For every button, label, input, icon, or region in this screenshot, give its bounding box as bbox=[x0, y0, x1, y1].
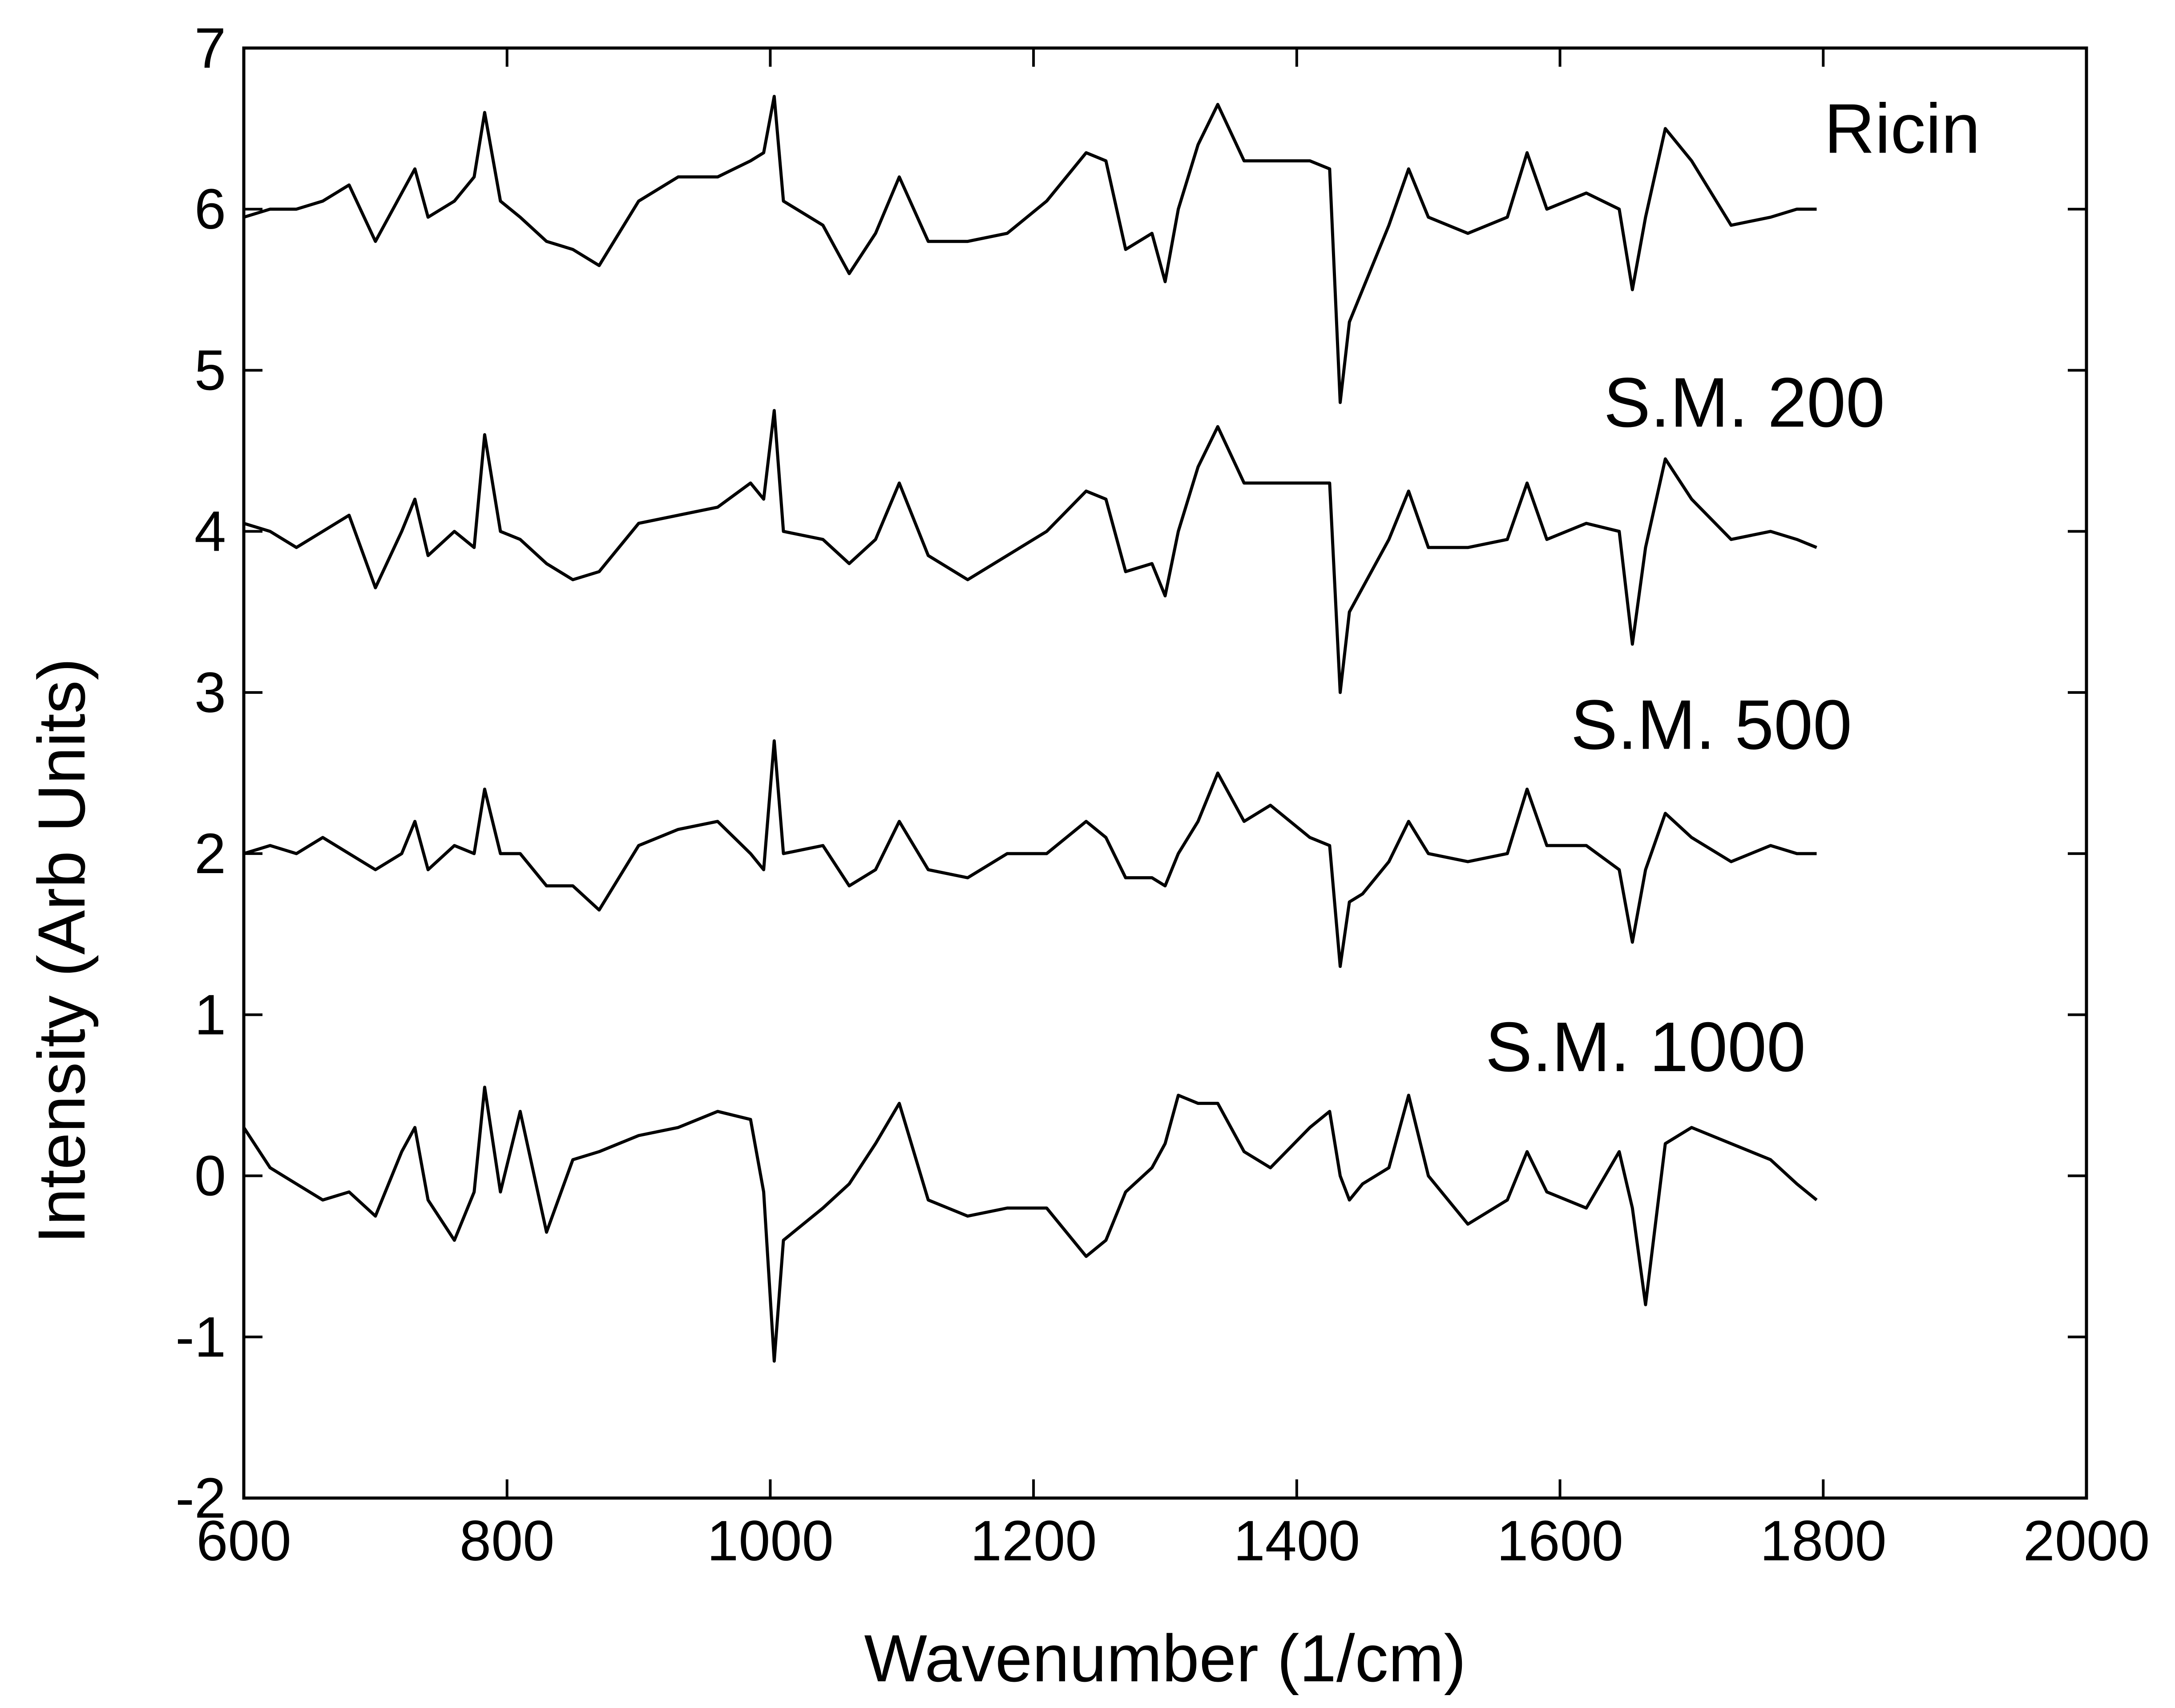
plot-frame bbox=[242, 46, 2088, 1500]
x-tick-label: 800 bbox=[460, 1509, 555, 1573]
series-label: Ricin bbox=[1824, 89, 1980, 168]
y-axis: -2 -1 0 1 2 3 4 5 6 7 bbox=[175, 16, 2086, 1530]
y-tick-label: 6 bbox=[194, 177, 226, 241]
x-tick-label: 1600 bbox=[1497, 1509, 1623, 1573]
y-tick-label: 0 bbox=[194, 1144, 226, 1208]
series-line-ricin bbox=[243, 95, 1817, 404]
y-tick-label: 1 bbox=[194, 983, 226, 1047]
y-tick-label: -2 bbox=[175, 1466, 226, 1530]
x-tick-label: 600 bbox=[196, 1509, 291, 1573]
y-tick-label: 4 bbox=[194, 500, 226, 564]
series-label: S.M. 1000 bbox=[1485, 1008, 1806, 1086]
series-label: S.M. 200 bbox=[1604, 363, 1885, 442]
series-line-s-m-500 bbox=[243, 739, 1817, 968]
y-tick-label: 2 bbox=[194, 822, 226, 886]
y-tick-label: 3 bbox=[194, 661, 226, 725]
y-tick-label: -1 bbox=[175, 1305, 226, 1369]
x-tick-label: 1000 bbox=[707, 1509, 834, 1573]
x-tick-label: 1800 bbox=[1760, 1509, 1887, 1573]
series-line-s-m-1000 bbox=[242, 1085, 1818, 1363]
series-labels: Ricin S.M. 200 S.M. 500 S.M. 1000 bbox=[1485, 89, 1981, 1086]
y-tick-label: 7 bbox=[194, 16, 226, 80]
series-line-s-m-200 bbox=[243, 409, 1817, 694]
plot-area-border bbox=[242, 46, 2088, 1500]
x-axis-title: Wavenumber (1/cm) bbox=[864, 1621, 1466, 1696]
y-tick-label: 5 bbox=[194, 338, 226, 402]
series-label: S.M. 500 bbox=[1571, 686, 1852, 764]
x-tick-label: 2000 bbox=[2023, 1509, 2150, 1573]
spectral-traces bbox=[242, 95, 1818, 1363]
x-axis: 600 800 1000 1200 1400 1600 1800 2000 bbox=[196, 48, 2150, 1573]
x-tick-label: 1400 bbox=[1233, 1509, 1360, 1573]
y-axis-title: Intensity (Arb Units) bbox=[24, 658, 99, 1244]
x-tick-label: 1200 bbox=[970, 1509, 1097, 1573]
